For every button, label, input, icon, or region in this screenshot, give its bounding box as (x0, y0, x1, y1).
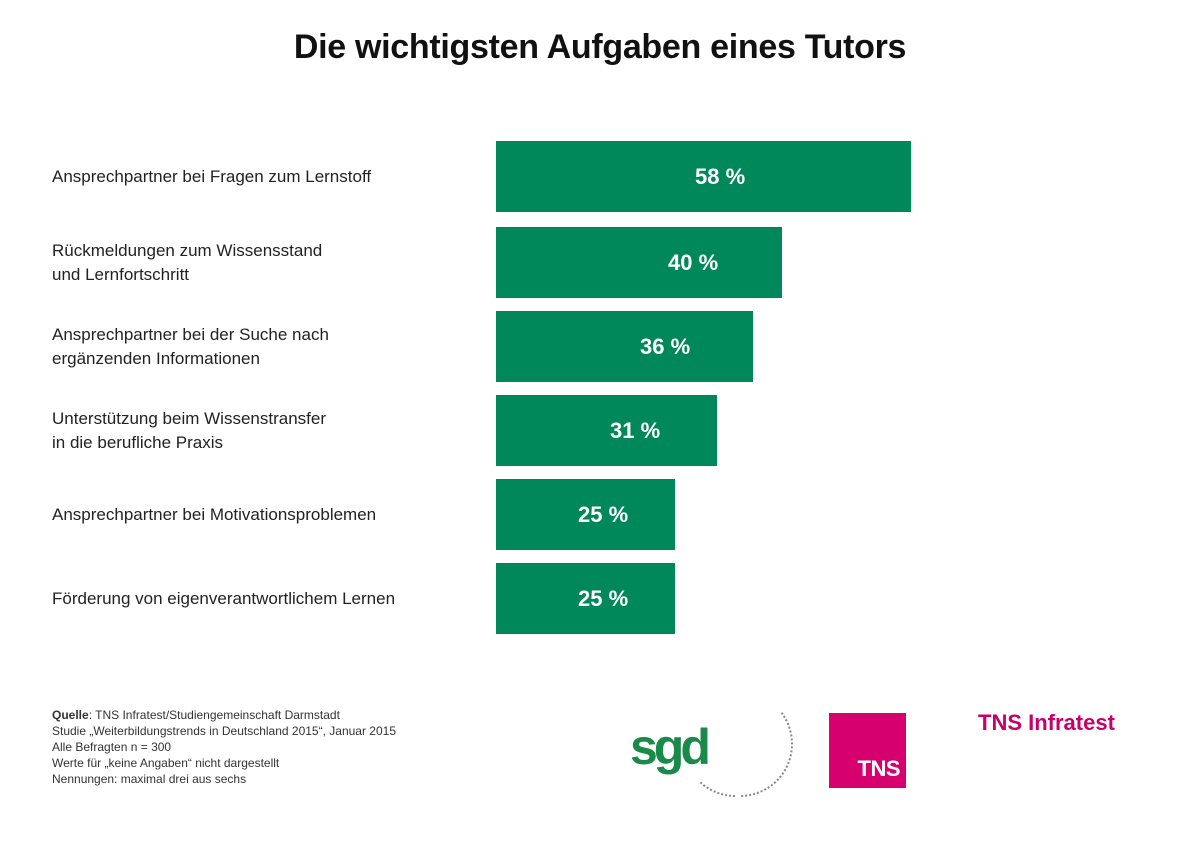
sample-line: Alle Befragten n = 300 (52, 740, 172, 754)
source-text: : TNS Infratest/Studiengemeinschaft Darm… (88, 708, 340, 722)
category-label: Förderung von eigenverantwortlichem Lern… (52, 588, 396, 608)
chart-row: Unterstützung beim Wissenstransfer in di… (0, 395, 1200, 466)
category-label: Rückmeldungen zum Wissensstand und Lernf… (52, 240, 323, 284)
category-label: Unterstützung beim Wissenstransfer in di… (52, 408, 326, 452)
chart-row: Ansprechpartner bei Motivationsproblemen… (0, 479, 1200, 550)
chart-row: Ansprechpartner bei Fragen zum Lernstoff… (0, 141, 1200, 212)
value-label: 25 % (578, 501, 629, 527)
value-label: 31 % (610, 417, 661, 443)
value-label: 25 % (578, 585, 629, 611)
bar (496, 227, 782, 298)
study-line: Studie „Weiterbildungstrends in Deutschl… (52, 724, 396, 738)
sgd-logo-icon: sgd (630, 691, 793, 797)
chart-row: Förderung von eigenverantwortlichem Lern… (0, 563, 1200, 634)
bar (496, 563, 675, 634)
bar (496, 395, 717, 466)
chart-row: Rückmeldungen zum Wissensstand und Lernf… (0, 227, 1200, 298)
mentions-line: Nennungen: maximal drei aus sechs (52, 772, 247, 786)
value-label: 58 % (695, 163, 746, 189)
no-answer-line: Werte für „keine Angaben“ nicht dargeste… (52, 756, 280, 770)
svg-text:sgd: sgd (630, 719, 708, 775)
category-label: Ansprechpartner bei der Suche nach ergän… (52, 324, 329, 368)
bar (496, 141, 911, 212)
tns-logo: TNS (829, 713, 906, 788)
value-label: 40 % (668, 249, 719, 275)
category-label: Ansprechpartner bei Motivationsproblemen (52, 504, 377, 524)
source-label: Quelle (52, 708, 89, 722)
bar (496, 479, 675, 550)
tns-logo-text: TNS (857, 756, 901, 781)
chart-title: Die wichtigsten Aufgaben eines Tutors (293, 28, 907, 66)
sgd-logo: sgd (630, 691, 820, 807)
tns-infratest-logo: TNS Infratest (978, 710, 1115, 735)
bar (496, 311, 753, 382)
chart-row: Ansprechpartner bei der Suche nach ergän… (0, 311, 1200, 382)
category-label: Ansprechpartner bei Fragen zum Lernstoff (52, 166, 372, 186)
value-label: 36 % (640, 333, 691, 359)
source-note: Quelle: TNS Infratest/Studiengemeinschaf… (52, 707, 396, 787)
